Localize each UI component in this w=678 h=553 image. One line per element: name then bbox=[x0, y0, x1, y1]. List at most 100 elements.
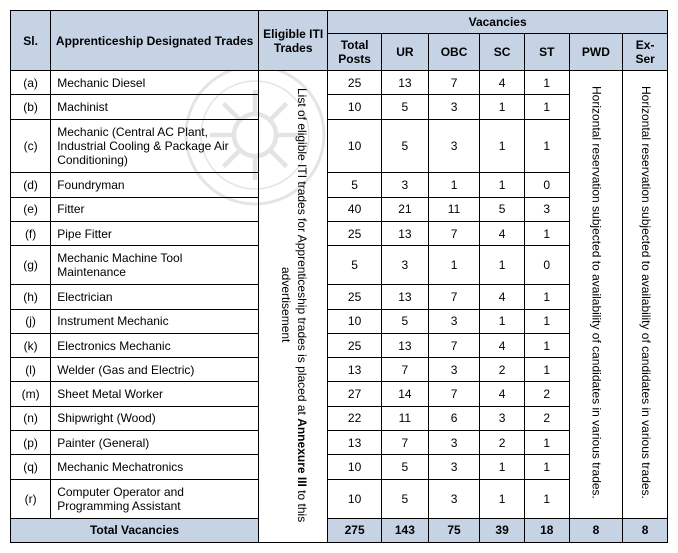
cell-obc: 7 bbox=[428, 221, 479, 245]
cell-ur: 3 bbox=[381, 173, 428, 197]
cell-trade: Pipe Fitter bbox=[51, 221, 259, 245]
cell-tp: 10 bbox=[328, 479, 382, 518]
col-exser: Ex-Ser bbox=[623, 34, 668, 71]
col-obc: OBC bbox=[428, 34, 479, 71]
vacancy-table: Sl. Apprenticeship Designated Trades Eli… bbox=[10, 10, 668, 543]
cell-st: 1 bbox=[524, 333, 569, 357]
cell-total-label: Total Vacancies bbox=[11, 518, 259, 542]
cell-sl: (h) bbox=[11, 285, 51, 309]
cell-trade: Electronics Mechanic bbox=[51, 333, 259, 357]
cell-sc: 4 bbox=[480, 71, 525, 95]
cell-st: 1 bbox=[524, 455, 569, 479]
cell-st: 1 bbox=[524, 358, 569, 382]
col-pwd: PWD bbox=[569, 34, 623, 71]
table-row: (p)Painter (General)137321 bbox=[11, 430, 668, 454]
cell-tp: 10 bbox=[328, 455, 382, 479]
cell-sl: (p) bbox=[11, 430, 51, 454]
table-row: (f)Pipe Fitter 2513741 bbox=[11, 221, 668, 245]
cell-sl: (r) bbox=[11, 479, 51, 518]
cell-sc: 4 bbox=[480, 382, 525, 406]
cell-tp: 27 bbox=[328, 382, 382, 406]
cell-eligible-note: List of eligible ITI trades for Apprenti… bbox=[259, 71, 328, 543]
cell-obc: 3 bbox=[428, 119, 479, 173]
cell-trade: Mechanic Machine Tool Maintenance bbox=[51, 246, 259, 285]
cell-tp: 22 bbox=[328, 406, 382, 430]
col-total-posts: Total Posts bbox=[328, 34, 382, 71]
cell-tp: 40 bbox=[328, 197, 382, 221]
cell-obc: 3 bbox=[428, 95, 479, 119]
cell-obc: 3 bbox=[428, 358, 479, 382]
table-row: (n)Shipwright (Wood)2211632 bbox=[11, 406, 668, 430]
cell-exser-note: Horizontal reservation subjected to avai… bbox=[623, 71, 668, 519]
cell-trade: Sheet Metal Worker bbox=[51, 382, 259, 406]
cell-total-st: 18 bbox=[524, 518, 569, 542]
cell-total-ur: 143 bbox=[381, 518, 428, 542]
cell-sc: 4 bbox=[480, 221, 525, 245]
col-ur: UR bbox=[381, 34, 428, 71]
table-row: (k)Electronics Mechanic2513741 bbox=[11, 333, 668, 357]
table-row: (l)Welder (Gas and Electric)137321 bbox=[11, 358, 668, 382]
cell-obc: 1 bbox=[428, 173, 479, 197]
cell-st: 0 bbox=[524, 246, 569, 285]
cell-sc: 5 bbox=[480, 197, 525, 221]
table-row: (r)Computer Operator and Programming Ass… bbox=[11, 479, 668, 518]
cell-trade: Fitter bbox=[51, 197, 259, 221]
table-row: (j)Instrument Mechanic105311 bbox=[11, 309, 668, 333]
cell-tp: 13 bbox=[328, 430, 382, 454]
row-total: Total Vacancies27514375391888 bbox=[11, 518, 668, 542]
cell-tp: 25 bbox=[328, 221, 382, 245]
cell-tp: 25 bbox=[328, 285, 382, 309]
cell-ur: 13 bbox=[381, 221, 428, 245]
cell-sc: 1 bbox=[480, 173, 525, 197]
cell-sl: (c) bbox=[11, 119, 51, 173]
cell-ur: 13 bbox=[381, 285, 428, 309]
cell-sl: (g) bbox=[11, 246, 51, 285]
cell-st: 1 bbox=[524, 221, 569, 245]
col-st: ST bbox=[524, 34, 569, 71]
cell-sl: (b) bbox=[11, 95, 51, 119]
cell-ur: 3 bbox=[381, 246, 428, 285]
cell-tp: 13 bbox=[328, 358, 382, 382]
cell-obc: 1 bbox=[428, 246, 479, 285]
cell-obc: 3 bbox=[428, 430, 479, 454]
cell-ur: 5 bbox=[381, 309, 428, 333]
col-eligible: Eligible ITI Trades bbox=[259, 11, 328, 71]
cell-tp: 10 bbox=[328, 95, 382, 119]
table-body: (a)Mechanic DieselList of eligible ITI t… bbox=[11, 71, 668, 543]
cell-trade: Painter (General) bbox=[51, 430, 259, 454]
cell-ur: 13 bbox=[381, 333, 428, 357]
cell-ur: 7 bbox=[381, 358, 428, 382]
cell-st: 2 bbox=[524, 382, 569, 406]
cell-obc: 7 bbox=[428, 285, 479, 309]
cell-sc: 1 bbox=[480, 95, 525, 119]
cell-sc: 1 bbox=[480, 309, 525, 333]
cell-obc: 3 bbox=[428, 479, 479, 518]
cell-ur: 5 bbox=[381, 455, 428, 479]
cell-ur: 5 bbox=[381, 119, 428, 173]
table-row: (c)Mechanic (Central AC Plant, Industria… bbox=[11, 119, 668, 173]
cell-sc: 2 bbox=[480, 358, 525, 382]
cell-trade: Foundryman bbox=[51, 173, 259, 197]
cell-tp: 5 bbox=[328, 246, 382, 285]
cell-obc: 7 bbox=[428, 333, 479, 357]
cell-sc: 1 bbox=[480, 455, 525, 479]
cell-ur: 5 bbox=[381, 95, 428, 119]
cell-total-pwd: 8 bbox=[569, 518, 623, 542]
cell-st: 1 bbox=[524, 309, 569, 333]
table-row: (h)Electrician2513741 bbox=[11, 285, 668, 309]
cell-ur: 21 bbox=[381, 197, 428, 221]
table-row: (q)Mechanic Mechatronics105311 bbox=[11, 455, 668, 479]
table-row: (g)Mechanic Machine Tool Maintenance5311… bbox=[11, 246, 668, 285]
cell-sl: (l) bbox=[11, 358, 51, 382]
cell-sl: (f) bbox=[11, 221, 51, 245]
cell-st: 1 bbox=[524, 119, 569, 173]
cell-tp: 5 bbox=[328, 173, 382, 197]
cell-sc: 4 bbox=[480, 333, 525, 357]
cell-st: 1 bbox=[524, 479, 569, 518]
cell-total-sc: 39 bbox=[480, 518, 525, 542]
cell-obc: 3 bbox=[428, 309, 479, 333]
cell-tp: 10 bbox=[328, 309, 382, 333]
cell-sl: (k) bbox=[11, 333, 51, 357]
cell-st: 1 bbox=[524, 430, 569, 454]
cell-sc: 1 bbox=[480, 119, 525, 173]
